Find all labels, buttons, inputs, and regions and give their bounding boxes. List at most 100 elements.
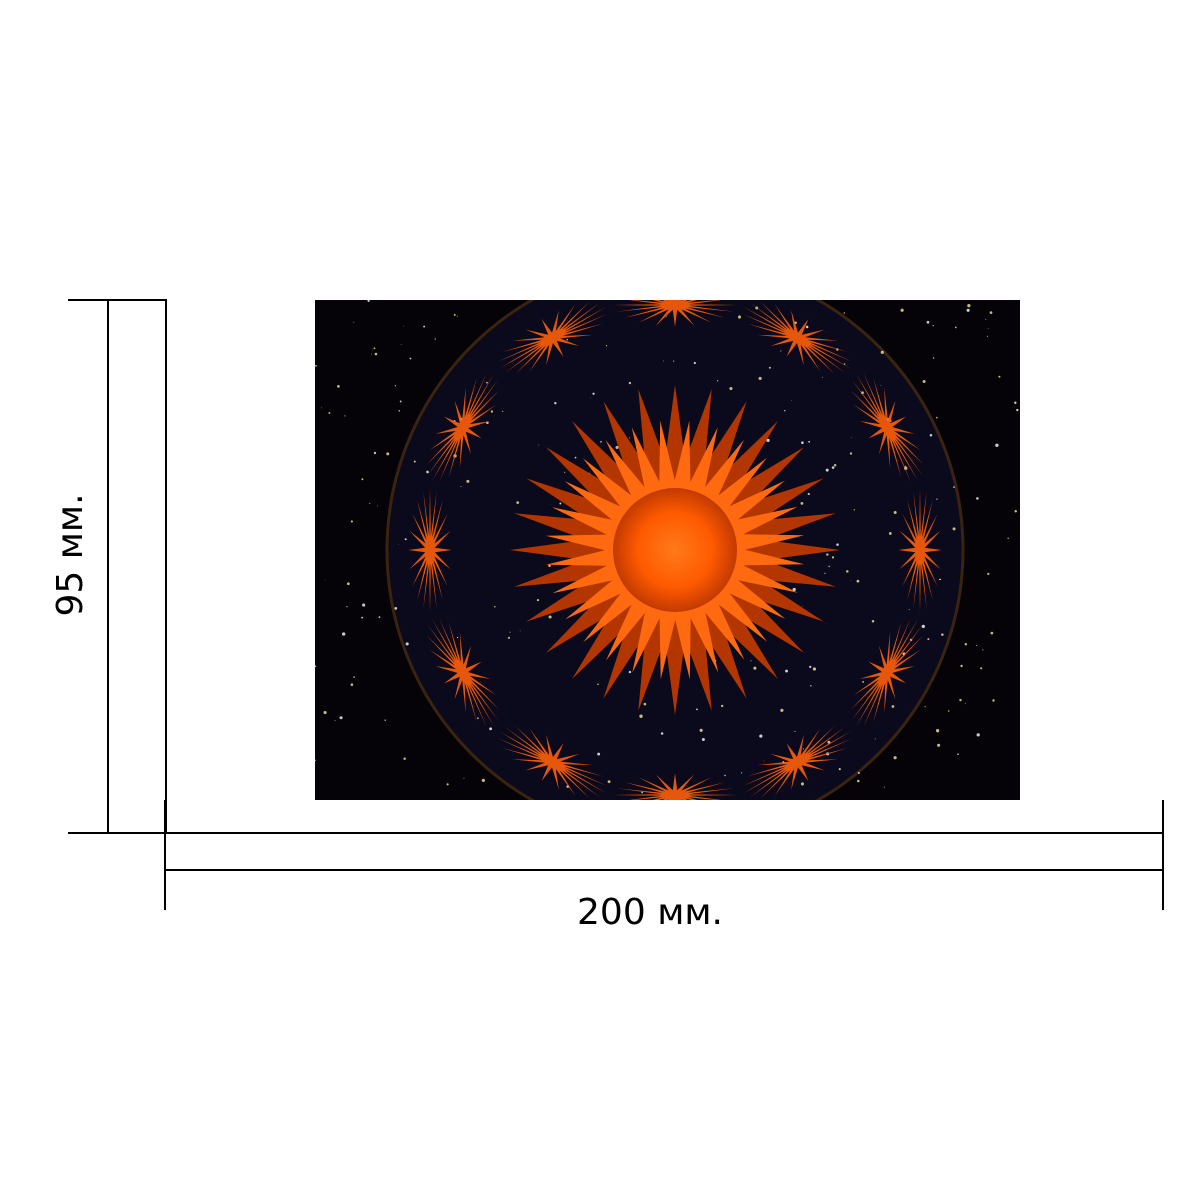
decoration (808, 440, 811, 443)
decoration (987, 327, 989, 329)
decoration (966, 308, 970, 312)
decoration (628, 381, 632, 385)
decoration (373, 451, 377, 455)
decoration (750, 660, 752, 662)
decoration (998, 375, 1001, 378)
decoration (516, 501, 520, 505)
decoration (463, 777, 465, 779)
decoration (831, 466, 835, 469)
decoration (466, 479, 470, 483)
decoration (548, 615, 552, 619)
decoration (987, 572, 990, 576)
decoration (935, 728, 940, 733)
decoration (904, 465, 906, 467)
decoration (791, 400, 793, 401)
decoration (350, 683, 354, 686)
decoration (564, 471, 566, 473)
decoration (628, 670, 632, 674)
decoration (953, 486, 955, 488)
decoration (743, 301, 852, 375)
decoration (453, 313, 456, 316)
decoration (701, 737, 705, 741)
decoration (874, 738, 876, 740)
decoration (615, 445, 619, 450)
decoration (853, 509, 855, 511)
decoration (1016, 408, 1019, 412)
decoration (613, 773, 737, 800)
decoration (982, 649, 984, 651)
decoration (932, 357, 935, 359)
decoration (851, 437, 852, 439)
decoration (871, 619, 875, 623)
decoration (548, 564, 551, 567)
decoration (800, 782, 804, 786)
decoration (342, 632, 346, 636)
decoration (809, 665, 812, 668)
decoration (831, 556, 835, 559)
decoration (384, 719, 386, 721)
decoration (663, 360, 664, 362)
decoration (924, 706, 926, 708)
decoration (371, 353, 373, 355)
decoration (423, 325, 426, 328)
decoration (780, 350, 782, 352)
decoration (785, 669, 789, 673)
decoration (456, 636, 459, 639)
decoration (361, 616, 364, 619)
decoration (400, 344, 402, 345)
decoration (952, 527, 956, 531)
decoration (641, 791, 644, 794)
decoration (805, 325, 809, 329)
height-label: 95 мм. (50, 493, 91, 616)
decoration (377, 505, 379, 507)
decoration (374, 352, 378, 356)
decoration (927, 638, 930, 641)
decoration (398, 544, 399, 545)
decoration (372, 349, 374, 351)
decoration (367, 300, 370, 302)
decoration (696, 708, 698, 711)
decoration (574, 456, 577, 459)
decoration (426, 373, 500, 482)
decoration (759, 734, 763, 738)
decoration (850, 373, 924, 482)
decoration (399, 400, 402, 403)
decoration (857, 771, 860, 774)
decoration (613, 773, 737, 800)
decoration (320, 407, 322, 409)
decoration (498, 301, 607, 375)
decoration (807, 492, 810, 496)
decoration (862, 681, 865, 683)
decoration (643, 702, 647, 706)
decoration (883, 786, 885, 788)
decoration (828, 565, 830, 568)
decoration (339, 716, 343, 720)
decoration (898, 488, 942, 612)
decoration (825, 468, 829, 472)
decoration (344, 415, 346, 417)
decoration (353, 676, 355, 678)
decoration (843, 312, 846, 314)
decoration (403, 325, 404, 327)
decoration (498, 301, 607, 375)
decoration (456, 315, 458, 317)
decoration (405, 642, 409, 646)
decoration (936, 416, 938, 419)
decoration (964, 703, 966, 705)
decoration (893, 756, 897, 760)
decoration (403, 757, 406, 761)
decoration (801, 441, 804, 444)
decoration (780, 708, 784, 712)
decoration (426, 373, 500, 482)
decoration (989, 311, 993, 314)
decoration (724, 774, 726, 777)
decoration (498, 725, 607, 799)
decoration (498, 725, 607, 799)
decoration (833, 463, 837, 467)
decoration (486, 381, 488, 384)
decoration (850, 579, 852, 581)
decoration (315, 665, 317, 668)
decoration (957, 753, 959, 755)
decoration (394, 385, 396, 387)
